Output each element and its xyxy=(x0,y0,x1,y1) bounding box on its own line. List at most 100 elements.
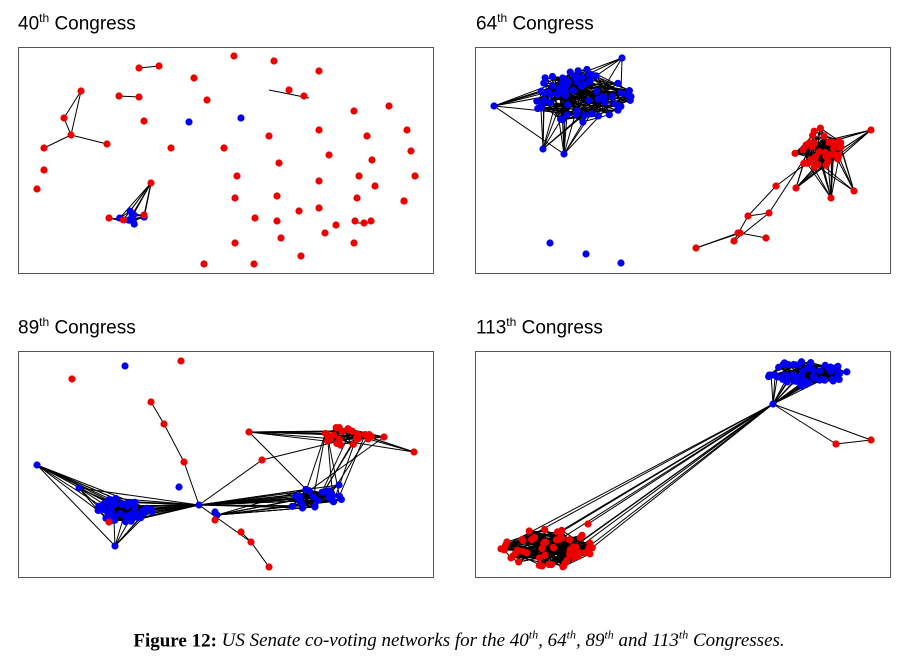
caption-text: US Senate co-voting networks for the 40t… xyxy=(221,628,785,652)
edge xyxy=(772,375,776,405)
edges xyxy=(500,361,872,568)
node-red xyxy=(772,182,780,190)
node-blue xyxy=(797,382,806,390)
node-blue xyxy=(608,92,616,101)
node-red xyxy=(295,207,303,215)
node-blue xyxy=(784,361,793,369)
network-panel-64th xyxy=(475,47,891,274)
node-red xyxy=(830,142,838,150)
node-blue xyxy=(773,373,781,381)
edge xyxy=(772,380,795,405)
node-blue xyxy=(539,145,547,153)
node-red xyxy=(190,74,198,82)
node-red xyxy=(566,548,574,556)
node-red xyxy=(541,538,549,546)
node-blue xyxy=(175,483,183,491)
node-red xyxy=(411,172,419,180)
node-blue xyxy=(797,372,805,380)
node-red xyxy=(160,420,168,428)
node-red xyxy=(588,544,596,552)
node-red xyxy=(277,234,285,242)
node-blue xyxy=(599,93,607,101)
node-red xyxy=(515,558,523,566)
edge xyxy=(794,152,826,158)
node-red xyxy=(347,427,355,435)
node-red xyxy=(355,172,363,180)
node-blue xyxy=(585,78,593,86)
network-panel-89th xyxy=(18,351,434,578)
edge xyxy=(143,182,152,218)
node-red xyxy=(297,252,305,260)
node-red xyxy=(200,260,208,268)
node-blue xyxy=(618,54,626,62)
node-blue xyxy=(828,375,836,384)
node-blue xyxy=(593,87,601,96)
node-red xyxy=(203,96,211,104)
edge xyxy=(78,487,200,506)
edge xyxy=(163,423,185,463)
node-red xyxy=(765,209,773,217)
network-panel-113th xyxy=(475,351,891,578)
node-red xyxy=(167,144,175,152)
edge xyxy=(544,537,581,556)
node-blue xyxy=(298,500,306,508)
node-blue xyxy=(588,110,596,118)
node-red xyxy=(33,185,41,193)
node-blue xyxy=(626,96,634,104)
node-red xyxy=(816,124,825,132)
edges xyxy=(43,65,371,225)
nodes xyxy=(33,357,418,571)
node-red xyxy=(824,158,832,166)
node-red xyxy=(407,147,415,155)
edge xyxy=(695,232,741,249)
edge xyxy=(820,127,840,142)
node-blue xyxy=(108,496,116,505)
nodes xyxy=(490,54,875,267)
edge xyxy=(268,89,290,95)
node-blue xyxy=(581,111,589,119)
edge xyxy=(747,185,777,217)
edge xyxy=(595,75,622,94)
edge xyxy=(770,375,774,405)
node-red xyxy=(535,561,543,569)
edge xyxy=(795,154,840,189)
node-red xyxy=(177,357,185,365)
node-blue xyxy=(126,207,134,215)
node-red xyxy=(315,204,323,212)
network-graph-64th xyxy=(490,54,875,267)
node-red xyxy=(135,93,143,101)
node-red xyxy=(811,139,819,147)
node-red xyxy=(791,149,799,157)
node-blue xyxy=(546,239,554,247)
edge xyxy=(506,541,546,556)
node-blue xyxy=(769,400,777,408)
edge xyxy=(78,487,104,505)
node-red xyxy=(315,177,323,185)
node-red xyxy=(805,139,814,147)
node-red xyxy=(586,550,594,558)
node-red xyxy=(360,219,368,227)
node-blue xyxy=(579,118,587,126)
edge xyxy=(772,371,839,405)
node-red xyxy=(325,151,333,159)
node-red xyxy=(525,527,533,535)
node-blue xyxy=(337,495,345,504)
edge xyxy=(250,541,270,568)
node-blue xyxy=(835,375,843,384)
node-red xyxy=(265,563,273,571)
edge xyxy=(572,403,774,548)
node-red xyxy=(552,536,560,544)
node-blue xyxy=(136,514,145,522)
node-red xyxy=(230,52,238,60)
node-red xyxy=(300,92,308,100)
node-blue xyxy=(314,496,322,504)
node-red xyxy=(792,184,800,192)
node-red xyxy=(809,131,817,140)
node-red xyxy=(77,87,85,95)
node-red xyxy=(233,172,241,180)
node-red xyxy=(559,562,568,570)
edge xyxy=(36,464,116,547)
nodes xyxy=(497,358,875,571)
node-blue xyxy=(490,102,498,110)
edge xyxy=(216,507,303,516)
